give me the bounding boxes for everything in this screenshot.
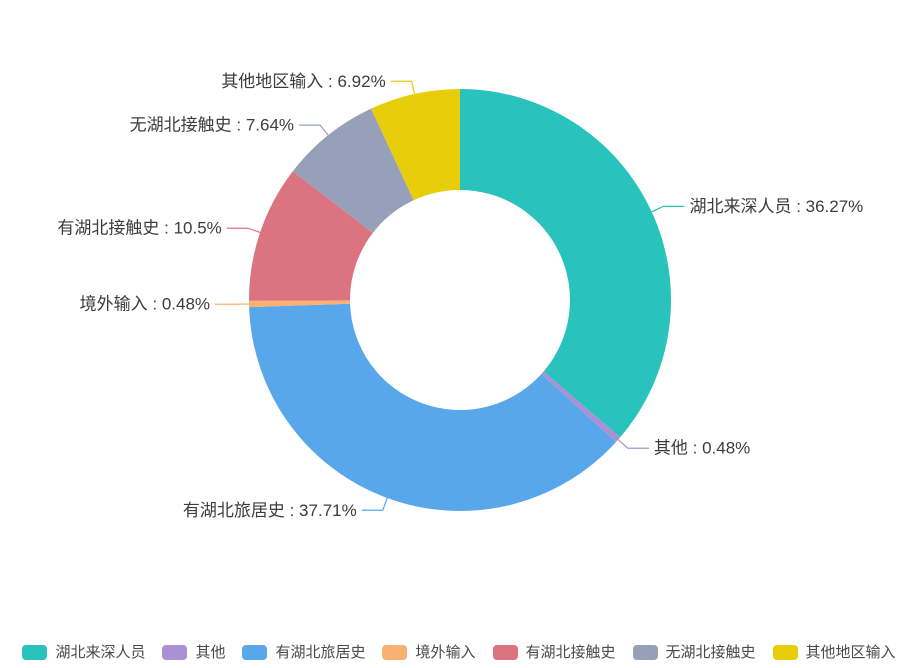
legend-item-1[interactable]: 湖北来深人员 bbox=[22, 645, 145, 660]
legend-item-3[interactable]: 有湖北旅居史 bbox=[242, 645, 365, 660]
legend-item-2[interactable]: 其他 bbox=[162, 645, 225, 660]
donut-chart: 湖北来深人员 : 36.27% 其他 : 0.48% 有湖北旅居史 : 37.71%… bbox=[57, 72, 863, 520]
legend-item-7[interactable]: 其他地区输入 bbox=[772, 644, 896, 661]
pie-slice-2[interactable] bbox=[541, 371, 621, 443]
chart-legend: 湖北来深人员 其他 有湖北旅居史 境外输入 有湖北接触史 无湖北接触史 其他地区输入 bbox=[0, 645, 918, 660]
legend-label: 境外输入 bbox=[415, 644, 476, 661]
legend-item-5[interactable]: 有湖北接触史 bbox=[492, 644, 616, 661]
label-line-5 bbox=[226, 227, 261, 233]
legend-swatch-icon bbox=[22, 645, 48, 660]
legend-item-4[interactable]: 境外输入 bbox=[382, 644, 476, 661]
chart-area: 湖北来深人员 : 36.27% 其他 : 0.48% 有湖北旅居史 : 37.71%… bbox=[57, 72, 863, 520]
legend-label: 湖北来深人员 bbox=[55, 644, 146, 661]
label-line-7 bbox=[390, 80, 416, 95]
legend-swatch-icon bbox=[632, 645, 658, 660]
pie-slice-4[interactable] bbox=[249, 300, 351, 308]
slice-label-5: 有湖北接触史 : 10.5% bbox=[57, 219, 221, 238]
slice-label-2: 其他 : 0.48% bbox=[654, 439, 750, 458]
legend-swatch-icon bbox=[492, 645, 518, 660]
label-line-3 bbox=[361, 497, 388, 511]
pie-slice-3[interactable] bbox=[249, 303, 617, 512]
legend-label: 其他地区输入 bbox=[805, 644, 896, 661]
legend-label: 有湖北接触史 bbox=[525, 644, 616, 661]
pie-slice-6[interactable] bbox=[292, 108, 414, 233]
legend-swatch-icon bbox=[772, 645, 798, 660]
pie-slice-7[interactable] bbox=[371, 89, 460, 201]
legend-label: 其他 bbox=[195, 644, 226, 661]
legend-swatch-icon bbox=[242, 645, 268, 660]
slice-label-4: 境外输入 : 0.48% bbox=[80, 295, 210, 314]
slice-label-1: 湖北来深人员 : 36.27% bbox=[689, 197, 863, 216]
legend-label: 有湖北旅居史 bbox=[275, 644, 366, 661]
pie-slice-5[interactable] bbox=[248, 171, 373, 301]
label-line-2 bbox=[617, 439, 649, 449]
pie-slice-1[interactable] bbox=[460, 89, 672, 438]
label-line-1 bbox=[651, 205, 685, 213]
slice-label-7: 其他地区输入 : 6.92% bbox=[221, 72, 385, 91]
legend-item-6[interactable]: 无湖北接触史 bbox=[632, 644, 756, 661]
legend-swatch-icon bbox=[162, 645, 188, 660]
slice-label-6: 无湖北接触史 : 7.64% bbox=[130, 116, 294, 135]
legend-label: 无湖北接触史 bbox=[665, 644, 756, 661]
label-line-6 bbox=[299, 124, 329, 136]
slice-label-3: 有湖北旅居史 : 37.71% bbox=[183, 501, 357, 520]
legend-swatch-icon bbox=[382, 645, 408, 660]
